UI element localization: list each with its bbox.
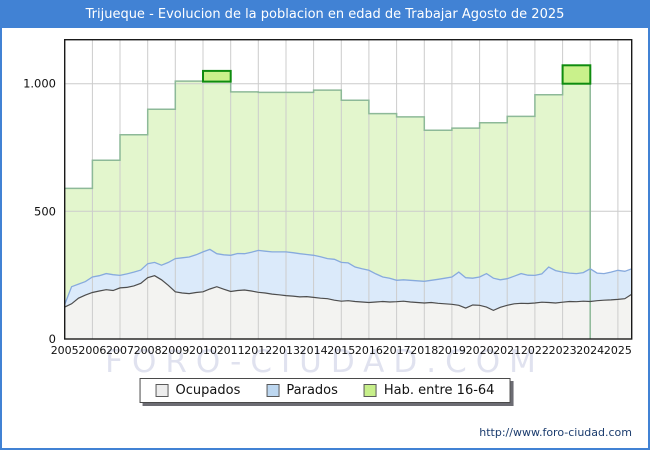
chart-legend: Ocupados Parados Hab. entre 16-64 xyxy=(139,378,511,403)
svg-text:2011: 2011 xyxy=(217,344,245,357)
legend-item-hab-16-64: Hab. entre 16-64 xyxy=(363,383,495,398)
legend-swatch-parados xyxy=(266,384,280,397)
population-area-chart: 2005 2006 2007 2008 2009 2010 2011 2012 2013 2014… xyxy=(23,38,633,357)
legend-item-parados: Parados xyxy=(266,383,338,398)
svg-text:2009: 2009 xyxy=(161,344,189,357)
page-title: Trijueque - Evolucion de la poblacion en… xyxy=(85,6,565,22)
svg-text:2015: 2015 xyxy=(327,344,355,357)
legend-swatch-hab-16-64 xyxy=(363,384,377,397)
svg-text:2012: 2012 xyxy=(244,344,272,357)
svg-text:2023: 2023 xyxy=(549,344,577,357)
svg-text:500: 500 xyxy=(34,204,56,218)
svg-text:2013: 2013 xyxy=(272,344,300,357)
legend-label-hab-16-64: Hab. entre 16-64 xyxy=(383,383,495,398)
legend-label-ocupados: Ocupados xyxy=(175,383,241,398)
svg-text:2014: 2014 xyxy=(300,344,328,357)
svg-text:2010: 2010 xyxy=(189,344,217,357)
svg-text:2021: 2021 xyxy=(493,344,521,357)
legend-label-parados: Parados xyxy=(286,383,338,398)
svg-text:2024: 2024 xyxy=(576,344,604,357)
svg-text:2025: 2025 xyxy=(604,344,632,357)
svg-text:2020: 2020 xyxy=(466,344,494,357)
svg-text:2006: 2006 xyxy=(78,344,106,357)
watermark: FORO-CIUDAD.COM xyxy=(105,344,545,380)
foro-ciudad-link[interactable]: http://www.foro-ciudad.com xyxy=(479,426,632,439)
svg-text:2007: 2007 xyxy=(106,344,134,357)
svg-text:2018: 2018 xyxy=(410,344,438,357)
svg-text:1.000: 1.000 xyxy=(23,77,56,91)
svg-text:2005: 2005 xyxy=(51,344,79,357)
svg-text:2008: 2008 xyxy=(134,344,162,357)
svg-text:2016: 2016 xyxy=(355,344,383,357)
title-bar: Trijueque - Evolucion de la poblacion en… xyxy=(2,2,648,28)
legend-item-ocupados: Ocupados xyxy=(155,383,241,398)
svg-text:2022: 2022 xyxy=(521,344,549,357)
legend-swatch-ocupados xyxy=(155,384,169,397)
svg-text:0: 0 xyxy=(49,332,56,346)
svg-text:2019: 2019 xyxy=(438,344,466,357)
svg-text:2017: 2017 xyxy=(383,344,411,357)
